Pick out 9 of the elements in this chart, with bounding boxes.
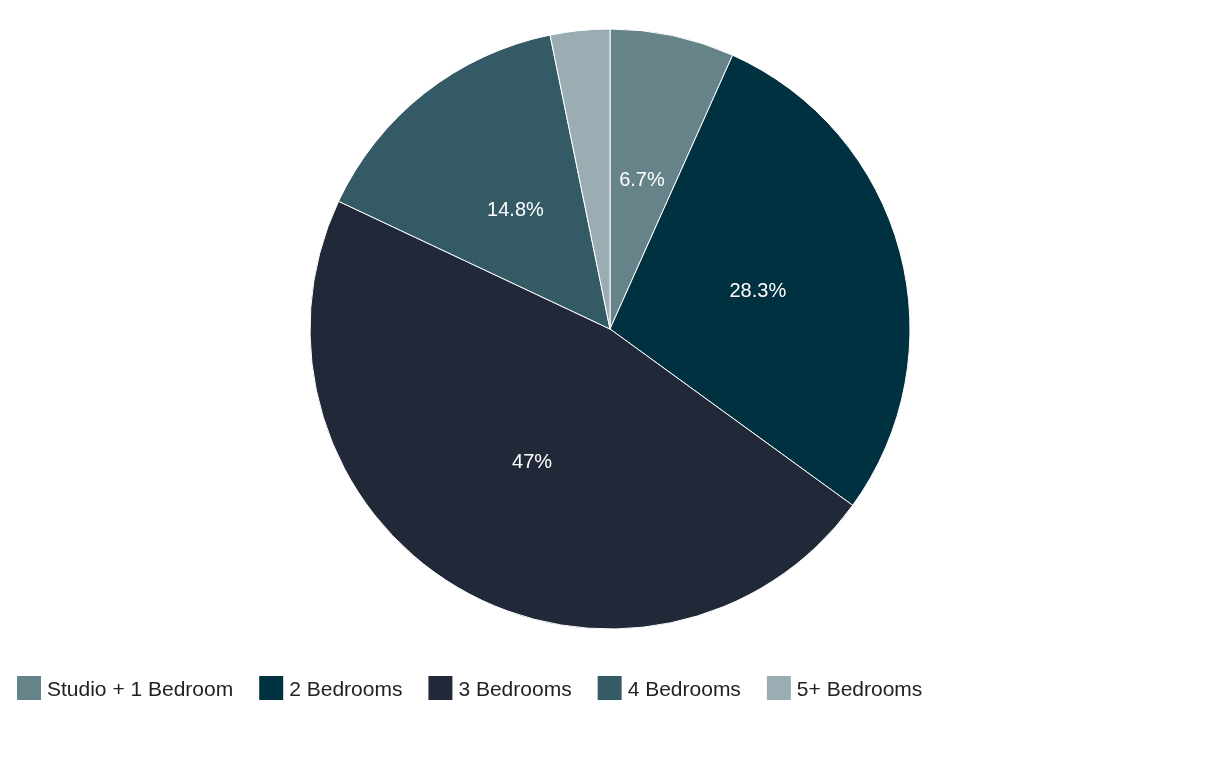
legend-label: 5+ Bedrooms — [796, 676, 923, 700]
legend-label: 4 Bedrooms — [627, 676, 741, 700]
data-label: 14.8% — [487, 197, 545, 220]
legend-label: 2 Bedrooms — [289, 676, 403, 700]
data-label: 47% — [512, 449, 553, 472]
data-label: 28.3% — [729, 278, 787, 301]
legend-label: Studio + 1 Bedroom — [47, 676, 234, 700]
legend-label: 3 Bedrooms — [458, 676, 572, 700]
data-label: 6.7% — [619, 168, 665, 191]
